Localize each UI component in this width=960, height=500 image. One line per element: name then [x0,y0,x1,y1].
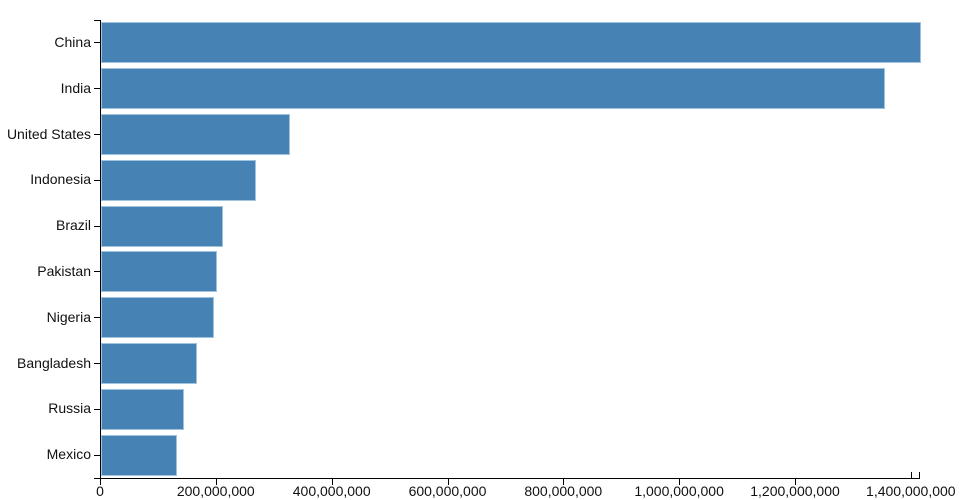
y-tick-mark [94,179,100,181]
bar [101,388,185,430]
x-axis-tick-label: 600,000,000 [408,483,487,499]
x-tick-mark [331,479,333,485]
x-axis-end-hook [919,472,920,478]
y-tick-mark [94,317,100,319]
x-axis-tick-label: 1,400,000,000 [866,483,956,499]
y-axis-category-label: Brazil [55,217,91,234]
bar [101,22,921,64]
y-axis-category-label: Russia [48,400,91,417]
x-tick-mark [910,472,912,478]
y-axis-category-label: Mexico [46,446,91,463]
y-tick-mark [94,225,100,227]
y-tick-mark [94,271,100,273]
x-tick-mark [795,479,796,485]
y-axis-category-label: Bangladesh [17,354,91,371]
y-tick-mark [94,363,100,364]
y-tick-mark [94,408,100,410]
y-axis-category-label: Pakistan [37,262,91,279]
x-axis-line [94,478,920,479]
y-axis-category-label: China [54,33,91,50]
y-tick-mark [94,134,100,135]
x-axis-tick-label: 800,000,000 [524,483,603,499]
bar [101,251,218,293]
x-axis-tick-label: 200,000,000 [176,483,255,499]
y-axis-line [100,19,101,478]
y-axis-top-hook [94,19,100,21]
x-axis-tick-label: 1,200,000,000 [750,483,840,499]
x-tick-mark [447,479,449,485]
x-tick-mark [679,479,681,485]
bar [101,297,215,339]
bar [101,159,256,201]
y-axis-category-label: Nigeria [46,308,91,325]
x-axis-start-hook [100,472,101,478]
bar [101,434,177,476]
x-axis-tick-label: 1,000,000,000 [634,483,724,499]
y-tick-mark [94,454,100,456]
x-axis-tick-label: 400,000,000 [292,483,371,499]
x-axis-tick-label: 0 [96,483,104,499]
bar [101,205,224,247]
x-tick-mark [100,479,101,485]
y-axis-category-label: India [60,79,91,96]
bar [101,68,886,110]
y-axis-category-label: United States [6,125,91,142]
y-tick-mark [94,88,100,90]
y-axis-category-label: Indonesia [30,171,91,188]
bar [101,113,291,156]
x-tick-mark [215,479,217,485]
x-tick-mark [563,479,565,485]
y-tick-mark [94,42,100,44]
bar [101,342,198,385]
